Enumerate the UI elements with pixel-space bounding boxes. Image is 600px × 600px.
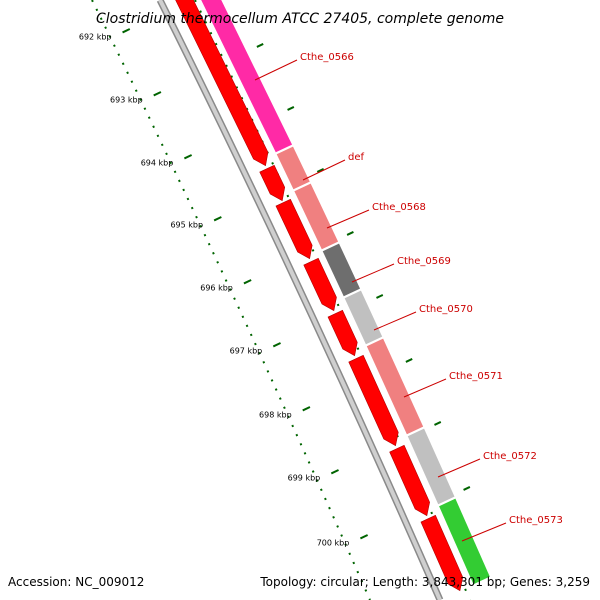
gene-leader-line xyxy=(302,159,346,181)
gene-bar xyxy=(344,290,383,345)
map-title: Clostridium thermocellum ATCC 27405, com… xyxy=(96,11,504,27)
major-tick xyxy=(359,534,369,540)
gene-bar xyxy=(322,243,361,297)
outer-major-tick xyxy=(316,168,325,173)
forward-cds-arrow xyxy=(303,257,337,312)
outer-major-tick xyxy=(287,106,295,111)
accession-text: Accession: NC_009012 xyxy=(8,575,144,589)
tick-label: 698 kbp xyxy=(259,411,292,420)
major-tick xyxy=(243,279,252,285)
gene-label: Cthe_0569 xyxy=(397,256,451,267)
tick-label: 696 kbp xyxy=(200,284,233,293)
outer-major-tick xyxy=(256,43,264,48)
gene-label: Cthe_0570 xyxy=(419,304,473,315)
outer-major-tick xyxy=(376,294,384,299)
tick-label: 693 kbp xyxy=(110,96,143,105)
forward-cds-arrow xyxy=(175,0,269,167)
gene-label: Cthe_0572 xyxy=(483,451,537,462)
gene-leader-line xyxy=(373,311,417,331)
forward-cds-arrow xyxy=(275,198,313,260)
major-tick xyxy=(213,216,222,222)
tick-label: 694 kbp xyxy=(141,159,174,168)
gene-bar xyxy=(439,498,490,585)
forward-cds-arrow xyxy=(327,309,358,357)
gene-label: Cthe_0573 xyxy=(509,515,563,526)
backbone xyxy=(158,0,442,600)
tick-label: 695 kbp xyxy=(170,221,203,230)
outer-major-tick xyxy=(346,231,354,236)
outer-major-tick xyxy=(434,421,442,426)
major-tick xyxy=(122,28,131,34)
gene-leader-line xyxy=(461,522,507,542)
gene-label: Cthe_0568 xyxy=(372,202,426,213)
gene-label: Cthe_0566 xyxy=(300,52,354,63)
gene-label: def xyxy=(348,152,365,163)
tick-labels: 692 kbp 693 kbp 694 kbp 695 kbp 696 kbp 697 k… xyxy=(79,33,349,548)
gene-track xyxy=(201,0,490,585)
forward-cds-arrow xyxy=(259,164,286,202)
tick-label: 692 kbp xyxy=(79,33,112,42)
major-tick xyxy=(302,406,311,412)
gene-bar xyxy=(276,146,310,190)
gene-leader-line xyxy=(326,209,370,229)
forward-cds-arrow xyxy=(348,354,399,447)
gene-bar xyxy=(407,428,455,505)
gene-leader-line xyxy=(254,59,298,81)
tick-label: 699 kbp xyxy=(288,474,321,483)
major-tick xyxy=(272,342,281,348)
backbone-shadow xyxy=(156,0,444,600)
forward-cds-track xyxy=(175,0,464,592)
outer-major-tick xyxy=(405,358,413,363)
major-tick-marks xyxy=(122,28,471,540)
major-tick xyxy=(183,154,193,160)
gene-leader-line xyxy=(437,458,481,478)
tick-label: 700 kbp xyxy=(317,539,350,548)
gene-bar xyxy=(294,183,339,250)
gene-label: Cthe_0571 xyxy=(449,371,503,382)
gene-bar xyxy=(201,0,293,153)
gene-leader-line xyxy=(403,378,447,398)
forward-cds-arrow xyxy=(389,444,430,517)
forward-cds-arrow xyxy=(420,514,464,592)
gene-leader-line xyxy=(351,263,395,283)
inner-minor-ticks xyxy=(91,0,371,600)
genome-stats-text: Topology: circular; Length: 3,843,301 bp… xyxy=(259,575,590,589)
major-tick xyxy=(330,469,339,475)
gene-bar xyxy=(366,338,424,435)
major-tick xyxy=(153,91,162,97)
tick-label: 697 kbp xyxy=(230,347,263,356)
outer-major-tick xyxy=(463,486,471,491)
